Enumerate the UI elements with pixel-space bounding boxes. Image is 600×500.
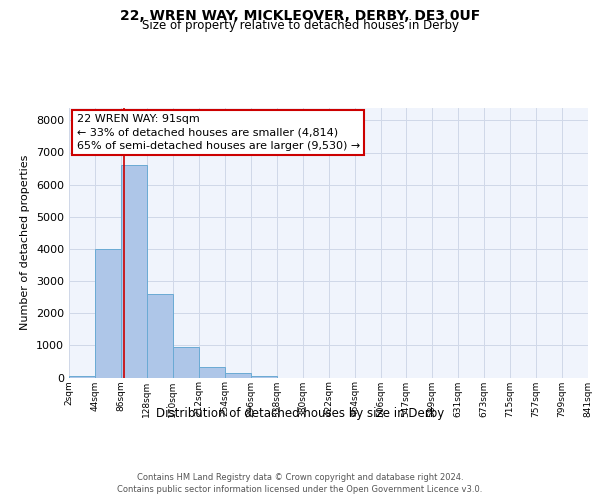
Text: Size of property relative to detached houses in Derby: Size of property relative to detached ho… — [142, 19, 458, 32]
Y-axis label: Number of detached properties: Number of detached properties — [20, 155, 31, 330]
Bar — [69, 376, 95, 378]
Text: 22 WREN WAY: 91sqm
← 33% of detached houses are smaller (4,814)
65% of semi-deta: 22 WREN WAY: 91sqm ← 33% of detached hou… — [77, 114, 360, 150]
Bar — [199, 367, 225, 378]
Bar — [251, 376, 277, 378]
Bar — [95, 249, 121, 378]
Bar — [121, 166, 147, 378]
Text: Contains HM Land Registry data © Crown copyright and database right 2024.: Contains HM Land Registry data © Crown c… — [137, 472, 463, 482]
Bar — [225, 372, 251, 378]
Text: 22, WREN WAY, MICKLEOVER, DERBY, DE3 0UF: 22, WREN WAY, MICKLEOVER, DERBY, DE3 0UF — [120, 9, 480, 23]
Text: Contains public sector information licensed under the Open Government Licence v3: Contains public sector information licen… — [118, 485, 482, 494]
Text: Distribution of detached houses by size in Derby: Distribution of detached houses by size … — [156, 408, 444, 420]
Bar — [147, 294, 173, 378]
Bar — [173, 346, 199, 378]
